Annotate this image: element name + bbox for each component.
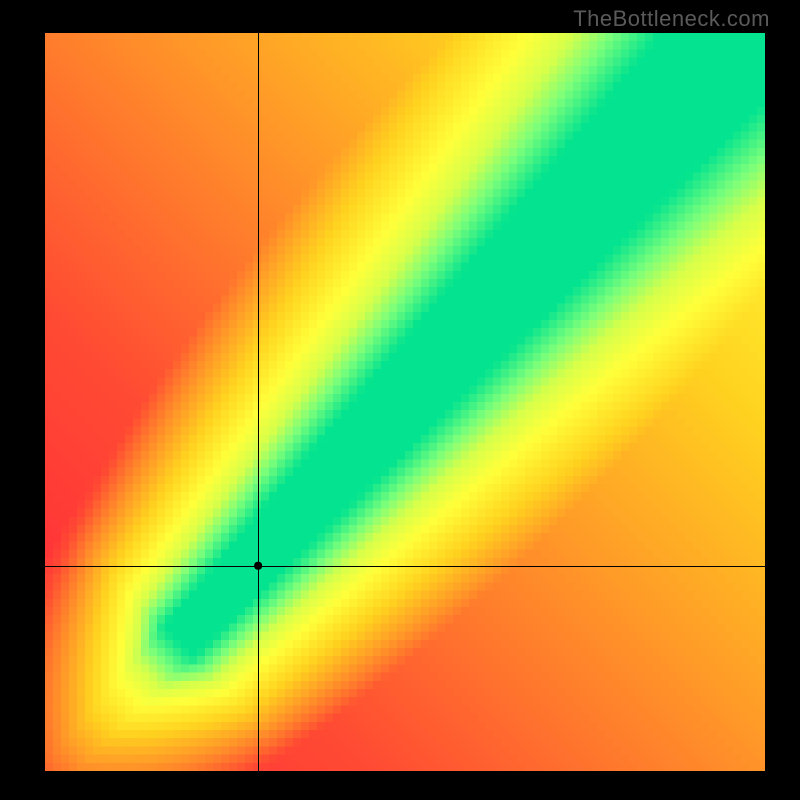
chart-frame: TheBottleneck.com xyxy=(0,0,800,800)
watermark-text: TheBottleneck.com xyxy=(573,6,770,32)
crosshair-overlay xyxy=(45,33,765,771)
